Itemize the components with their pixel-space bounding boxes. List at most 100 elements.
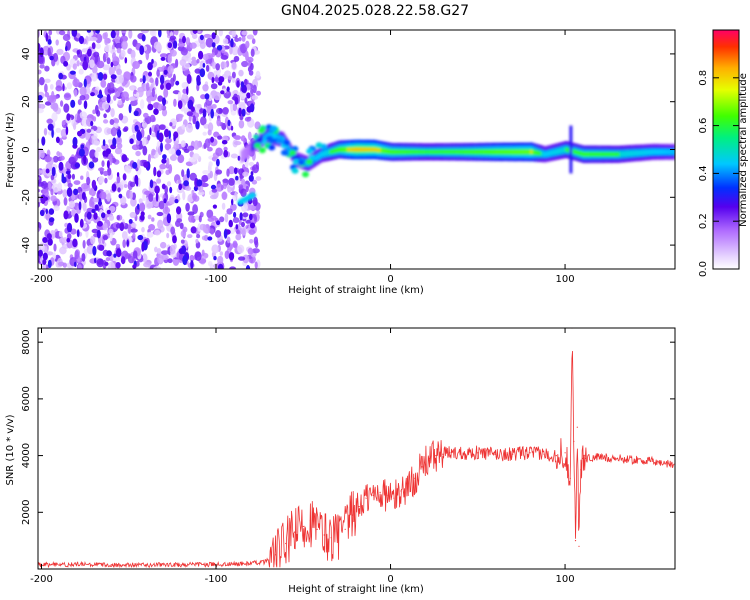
noise-blob: [146, 231, 154, 238]
track-segment: [484, 149, 488, 155]
noise-blob: [193, 140, 200, 150]
noise-peak: [126, 239, 129, 247]
snr-point: [599, 456, 601, 458]
noise-blob: [164, 143, 172, 151]
noise-blob: [247, 247, 254, 255]
noise-blob: [59, 246, 67, 255]
spectrogram-y-tick-label: -20: [21, 189, 32, 205]
noise-blob: [156, 178, 162, 184]
track-segment: [339, 147, 343, 152]
noise-blob: [192, 33, 198, 39]
noise-peak: [149, 179, 154, 189]
track-segment: [657, 148, 660, 155]
snr-point: [421, 466, 423, 468]
track-blob: [258, 147, 266, 154]
noise-peak: [165, 82, 172, 91]
noise-blob: [156, 248, 162, 255]
noise-blob: [151, 87, 155, 98]
track-segment: [353, 148, 357, 151]
noise-blob: [167, 54, 173, 64]
track-segment: [526, 149, 529, 155]
noise-blob: [251, 179, 258, 185]
track-segment: [493, 149, 496, 155]
spectrogram-y-tick-label: 20: [21, 95, 32, 108]
noise-blob: [256, 210, 261, 215]
track-segment: [531, 149, 535, 155]
noise-peak: [76, 50, 81, 55]
noise-blob: [255, 70, 261, 79]
noise-blob: [238, 219, 242, 225]
noise-peak: [104, 261, 109, 266]
track-segment: [591, 152, 594, 157]
noise-peak: [182, 35, 186, 44]
noise-blob: [94, 150, 99, 158]
noise-blob: [167, 65, 174, 74]
track-segment: [352, 148, 355, 151]
track-segment: [282, 137, 285, 143]
snr-y-tick-label: 4000: [21, 443, 32, 468]
noise-blob: [231, 71, 236, 79]
noise-blob: [109, 232, 113, 242]
snr-point: [274, 554, 276, 556]
noise-blob: [61, 120, 66, 126]
track-segment: [476, 149, 479, 155]
noise-blob: [181, 169, 185, 178]
noise-peak: [249, 222, 256, 229]
noise-blob: [157, 103, 163, 112]
noise-blob: [211, 244, 219, 254]
noise-peak: [78, 148, 85, 157]
noise-blob: [153, 197, 157, 206]
noise-blob: [70, 209, 76, 217]
track-segment: [444, 149, 447, 154]
noise-blob: [218, 108, 223, 114]
track-segment: [535, 150, 538, 155]
noise-peak: [110, 30, 116, 39]
noise-blob: [131, 144, 140, 151]
colorbar-tick-label: 0.4: [698, 165, 709, 181]
track-segment: [636, 149, 639, 157]
track-segment: [528, 149, 531, 155]
colorbar-gradient: [712, 29, 740, 270]
noise-blob: [241, 221, 245, 228]
noise-blob: [167, 258, 173, 264]
track-segment: [538, 151, 542, 156]
noise-blob: [231, 45, 240, 56]
noise-peak: [120, 256, 126, 265]
noise-blob: [89, 59, 95, 69]
snr-x-label: Height of straight line (km): [288, 584, 424, 595]
track-segment: [399, 149, 402, 155]
noise-peak: [153, 166, 157, 177]
noise-blob: [59, 137, 63, 146]
noise-peak: [172, 235, 177, 244]
noise-peak: [156, 130, 160, 140]
noise-peak: [231, 198, 234, 206]
noise-blob: [238, 256, 246, 261]
noise-peak: [166, 213, 172, 224]
noise-blob: [202, 84, 209, 92]
track-segment: [491, 149, 495, 155]
track-segment: [392, 149, 395, 155]
noise-peak: [55, 136, 60, 143]
noise-blob: [240, 135, 246, 142]
noise-blob: [215, 63, 220, 71]
noise-blob: [247, 131, 252, 141]
noise-blob: [143, 112, 149, 118]
noise-blob: [145, 82, 150, 91]
noise-blob: [57, 182, 63, 192]
noise-blob: [221, 202, 226, 210]
noise-blob: [121, 231, 128, 240]
noise-blob: [104, 36, 108, 46]
track-segment: [605, 152, 608, 157]
noise-blob: [96, 60, 105, 69]
noise-blob: [130, 228, 138, 233]
noise-blob: [163, 88, 169, 98]
noise-blob: [151, 148, 156, 156]
track-segment: [584, 152, 587, 157]
noise-blob: [117, 187, 121, 193]
track-segment: [371, 148, 374, 151]
noise-blob: [219, 216, 225, 223]
noise-blob: [170, 226, 176, 235]
noise-blob: [113, 118, 120, 124]
noise-peak: [39, 209, 45, 217]
noise-blob: [217, 69, 221, 78]
